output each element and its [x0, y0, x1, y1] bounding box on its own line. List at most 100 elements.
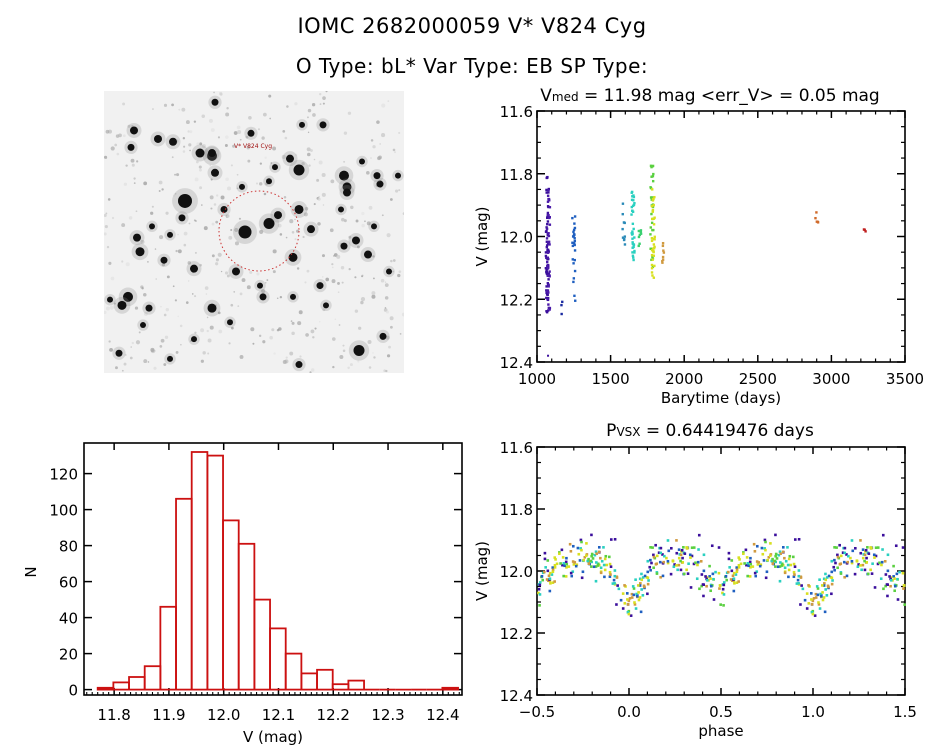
star	[115, 349, 123, 357]
faint-star	[211, 254, 215, 258]
data-point	[682, 546, 685, 549]
faint-star	[261, 288, 266, 294]
data-point	[675, 564, 678, 567]
data-point	[799, 575, 803, 579]
faint-star	[179, 324, 183, 328]
faint-star	[270, 162, 273, 164]
data-point	[705, 578, 709, 582]
faint-star	[238, 217, 242, 220]
data-point	[547, 191, 550, 194]
data-point	[789, 563, 793, 567]
phase-axes: −0.5 0.0 0.5 1.0 1.5 11.6 11.8 12.0 12.2 12.4 phas…	[473, 439, 917, 740]
faint-star	[289, 219, 294, 224]
data-point	[538, 581, 542, 584]
data-point	[697, 548, 700, 551]
faint-star	[291, 231, 295, 234]
data-point	[671, 559, 675, 562]
histogram-bar	[253, 598, 271, 691]
data-point	[647, 579, 650, 582]
data-point	[547, 283, 550, 287]
faint-star	[339, 355, 344, 360]
faint-star	[121, 369, 124, 372]
faint-star	[264, 282, 267, 284]
faint-star	[163, 103, 168, 107]
data-point	[651, 274, 654, 277]
faint-star	[150, 347, 155, 353]
data-point	[842, 546, 845, 550]
faint-star	[143, 181, 148, 186]
data-point	[651, 179, 655, 183]
faint-star	[331, 263, 334, 266]
faint-star	[183, 243, 187, 247]
data-point	[595, 561, 598, 564]
data-point	[752, 542, 756, 546]
faint-star	[204, 286, 209, 290]
data-point	[754, 574, 758, 578]
data-point	[718, 587, 721, 590]
data-point	[774, 565, 777, 568]
faint-star	[210, 207, 213, 210]
faint-star	[368, 366, 372, 369]
faint-star	[272, 249, 277, 254]
faint-star	[259, 182, 263, 186]
star	[339, 170, 349, 181]
data-point	[880, 560, 884, 564]
faint-star	[361, 211, 365, 216]
faint-star	[252, 342, 255, 345]
data-point	[758, 564, 762, 568]
data-point	[803, 598, 807, 602]
data-point	[649, 558, 652, 562]
data-point	[581, 570, 585, 574]
faint-star	[208, 118, 213, 123]
data-point	[579, 538, 583, 542]
data-point	[898, 570, 901, 574]
x-axis-label: Barytime (days)	[661, 389, 781, 407]
faint-star	[331, 266, 334, 269]
data-point	[573, 243, 576, 247]
faint-star	[206, 316, 209, 319]
data-point	[542, 570, 546, 574]
faint-star	[371, 291, 376, 296]
star	[107, 296, 113, 303]
data-point	[613, 581, 616, 585]
data-point	[746, 574, 749, 578]
faint-star	[199, 186, 203, 190]
star	[294, 204, 304, 214]
phase-title: PVSX = 0.64419476 days	[480, 421, 940, 441]
faint-star	[366, 221, 371, 226]
data-point	[546, 267, 550, 270]
faint-star	[387, 100, 390, 102]
faint-star	[349, 363, 353, 367]
faint-star	[294, 218, 296, 221]
data-point	[555, 562, 559, 566]
y-tick-label: 120	[49, 466, 78, 484]
star	[135, 247, 145, 257]
data-point	[873, 556, 876, 559]
data-point	[650, 165, 653, 169]
data-point	[655, 554, 659, 558]
star	[395, 172, 401, 179]
data-point	[633, 603, 637, 606]
faint-star	[384, 307, 387, 309]
data-point	[625, 592, 629, 595]
data-point	[584, 554, 588, 557]
faint-star	[150, 211, 154, 215]
faint-star	[340, 266, 345, 270]
data-point	[748, 560, 752, 564]
data-point	[836, 566, 839, 570]
faint-star	[224, 271, 229, 275]
faint-star	[239, 354, 244, 359]
data-point	[770, 559, 774, 563]
data-point	[577, 552, 581, 556]
data-point	[595, 552, 598, 555]
data-point	[810, 603, 814, 606]
data-point	[537, 587, 541, 591]
faint-star	[366, 171, 370, 175]
faint-star	[125, 164, 128, 167]
data-point	[883, 559, 887, 563]
data-point	[649, 546, 652, 549]
x-tick-label: 1500	[592, 370, 630, 388]
data-point	[814, 592, 818, 596]
y-tick-label: 12.0	[500, 229, 533, 247]
faint-star	[303, 212, 308, 217]
